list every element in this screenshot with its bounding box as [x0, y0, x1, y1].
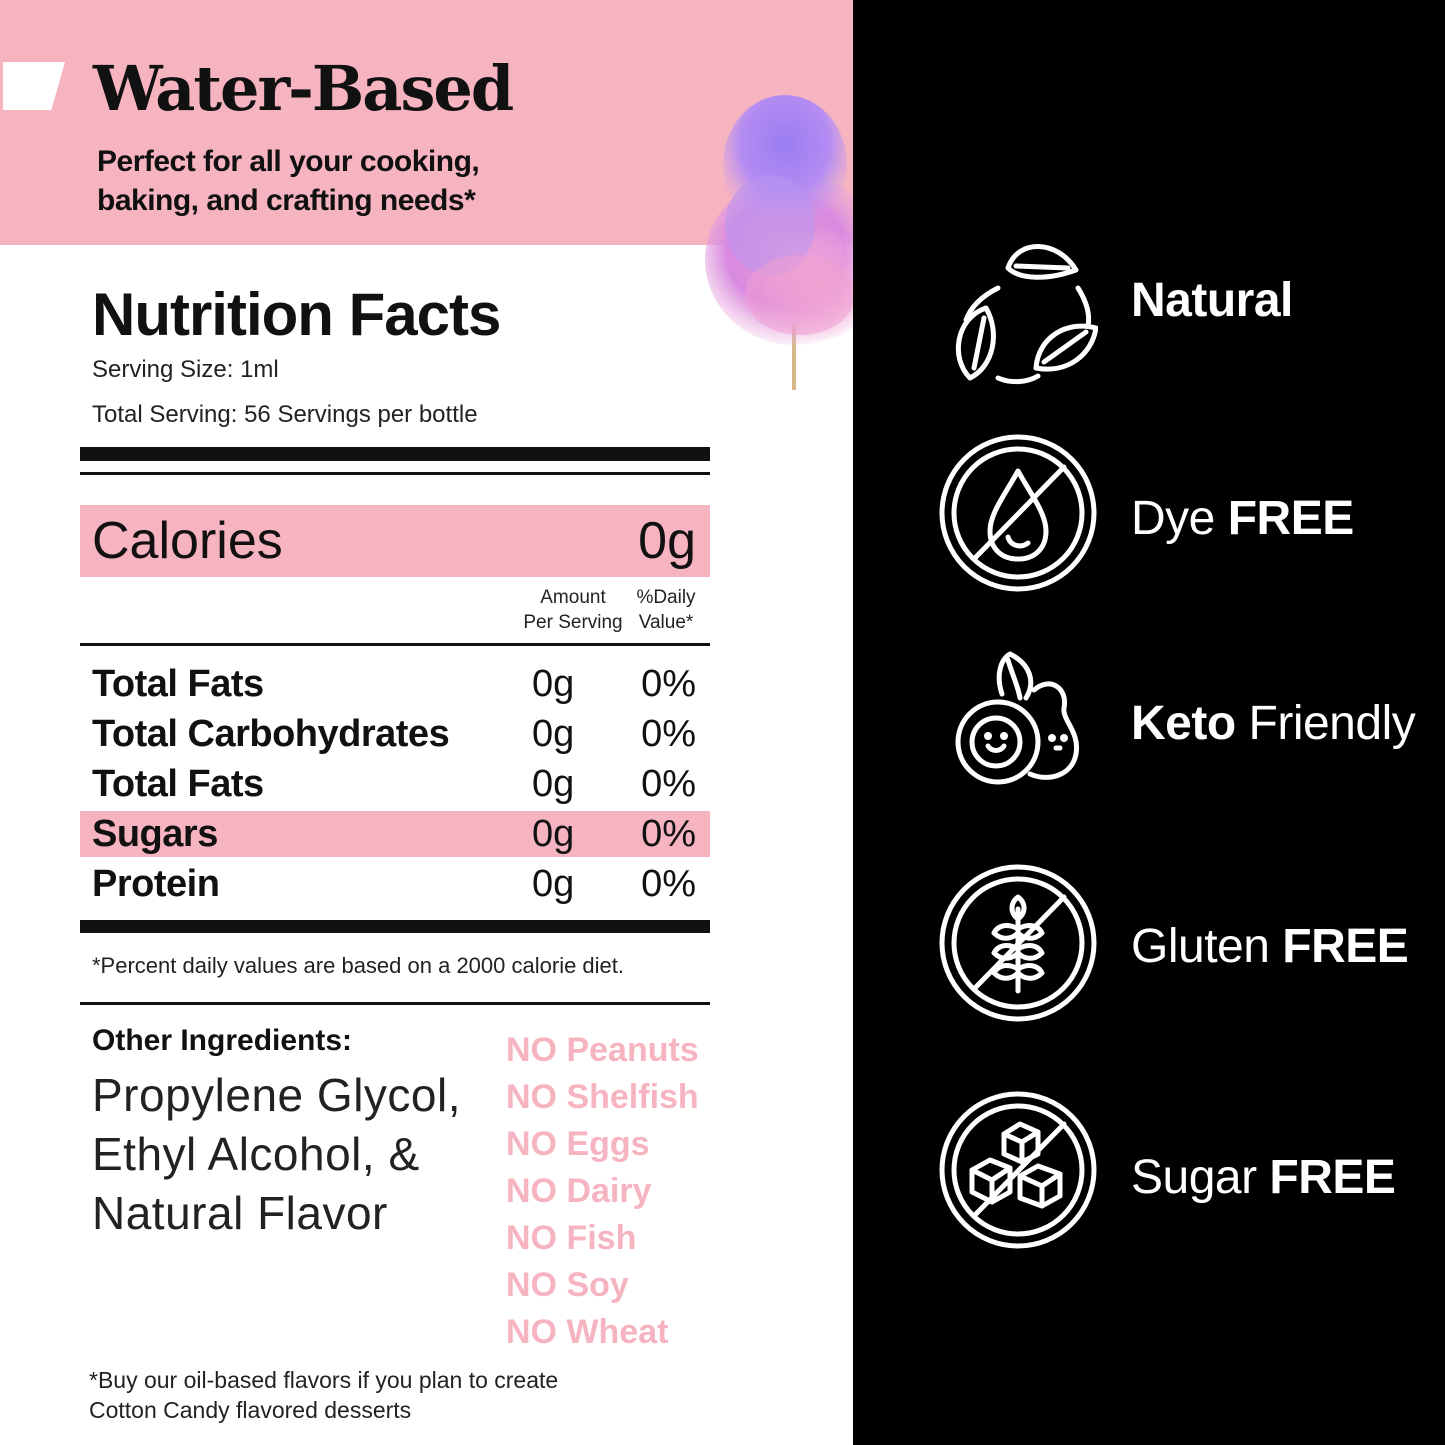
nutrient-name: Protein: [92, 863, 220, 905]
nutrient-amount: 0g: [532, 713, 575, 755]
other-ingredients-text: Propylene Glycol, Ethyl Alcohol, & Natur…: [92, 1066, 512, 1243]
nutrient-daily-value: 0%: [641, 813, 696, 855]
allergen-item: NO Soy: [506, 1266, 629, 1304]
allergen-item: NO Wheat: [506, 1313, 669, 1351]
badge-label: Sugar FREE: [1131, 1150, 1396, 1205]
badge-label-pre: Dye: [1131, 492, 1228, 545]
serving-size: Serving Size: 1ml: [92, 356, 279, 383]
nutrient-daily-value: 0%: [641, 713, 696, 755]
nutrient-row: Protein 0g 0%: [80, 861, 710, 907]
badge-label: Keto Friendly: [1131, 696, 1416, 751]
no-dye-drop-icon: [939, 434, 1097, 592]
product-type-title: Water-Based: [93, 52, 514, 125]
thick-divider: [80, 447, 710, 461]
amount-column-header: Amount Per Serving: [520, 585, 626, 635]
note-line: *Buy our oil-based flavors if you plan t…: [89, 1367, 559, 1393]
badge-label-post: Friendly: [1235, 697, 1416, 750]
allergen-item: NO Dairy: [506, 1172, 652, 1210]
nutrient-daily-value: 0%: [641, 863, 696, 905]
allergen-item: NO Shelfish: [506, 1078, 699, 1116]
thick-divider: [80, 920, 710, 933]
no-gluten-wheat-icon: [939, 864, 1097, 1022]
no-sugar-cubes-icon: [939, 1091, 1097, 1249]
badge-label: Gluten FREE: [1131, 919, 1409, 974]
banner-subtitle-line: baking, and crafting needs*: [97, 184, 476, 217]
nutrient-name: Total Fats: [92, 663, 264, 705]
nutrient-daily-value: 0%: [641, 763, 696, 805]
nutrient-row: Total Fats 0g 0%: [80, 761, 710, 807]
other-ingredients-label: Other Ingredients:: [92, 1024, 353, 1057]
column-header-line: Amount: [540, 587, 606, 608]
badge-natural: Natural: [853, 228, 1445, 398]
badge-keto-friendly: Keto Friendly: [853, 646, 1445, 816]
ingredient-line: Propylene Glycol,: [92, 1069, 461, 1121]
features-panel: Natural Dye FREE: [853, 0, 1445, 1445]
nutrient-amount: 0g: [532, 663, 575, 705]
nutrition-panel: Water-Based Perfect for all your cooking…: [0, 0, 885, 1425]
nutrient-row-highlighted: Sugars 0g 0%: [80, 811, 710, 857]
nutrient-name: Total Carbohydrates: [92, 713, 450, 755]
nutrient-name: Sugars: [92, 813, 218, 855]
badge-label-bold: FREE: [1282, 920, 1409, 973]
badge-label: Dye FREE: [1131, 491, 1354, 546]
badge-label-bold: FREE: [1227, 492, 1355, 545]
nutrient-amount: 0g: [532, 763, 575, 805]
divider: [80, 643, 710, 646]
leaves-cycle-icon: [955, 244, 1098, 385]
badge-label-bold: FREE: [1269, 1151, 1396, 1204]
banner-tab-decoration: [3, 62, 65, 110]
badge-sugar-free: Sugar FREE: [853, 1090, 1445, 1260]
note-line: Cotton Candy flavored desserts: [89, 1397, 412, 1423]
column-header-line: Per Serving: [523, 612, 623, 633]
badge-label-pre: Gluten: [1131, 920, 1283, 973]
nutrient-amount: 0g: [532, 863, 575, 905]
nutrient-row: Total Fats 0g 0%: [80, 661, 710, 707]
badge-label-bold: Keto: [1131, 697, 1236, 750]
oil-based-note: *Buy our oil-based flavors if you plan t…: [89, 1365, 558, 1425]
daily-value-footnote: *Percent daily values are based on a 200…: [92, 953, 625, 978]
cotton-candy-image: [705, 95, 885, 390]
column-header-line: Value*: [638, 612, 694, 633]
allergen-list: NO Peanuts NO Shelfish NO Eggs NO Dairy …: [506, 1027, 699, 1356]
allergen-item: NO Eggs: [506, 1125, 650, 1163]
nutrient-daily-value: 0%: [641, 663, 696, 705]
ingredient-line: Ethyl Alcohol, &: [92, 1128, 420, 1180]
calories-row: Calories 0g: [80, 505, 710, 577]
ingredient-line: Natural Flavor: [92, 1187, 388, 1239]
banner-subtitle-line: Perfect for all your cooking,: [97, 145, 480, 178]
badge-label-pre: Sugar: [1131, 1151, 1270, 1204]
badge-dye-free: Dye FREE: [853, 433, 1445, 603]
header-banner: Water-Based Perfect for all your cooking…: [0, 0, 853, 245]
calories-label: Calories: [92, 512, 283, 570]
daily-value-column-header: %Daily Value*: [630, 585, 702, 635]
allergen-item: NO Peanuts: [506, 1031, 699, 1069]
badge-label-bold: Natural: [1131, 274, 1293, 327]
badge-label: Natural: [1131, 273, 1293, 328]
badge-gluten-free: Gluten FREE: [853, 863, 1445, 1033]
nutrient-row: Total Carbohydrates 0g 0%: [80, 711, 710, 757]
nutrient-amount: 0g: [532, 813, 575, 855]
total-serving: Total Serving: 56 Servings per bottle: [92, 401, 478, 428]
divider: [80, 472, 710, 475]
nutrition-facts-title: Nutrition Facts: [92, 281, 501, 348]
avocado-icon: [955, 651, 1080, 785]
banner-subtitle: Perfect for all your cooking, baking, an…: [97, 142, 577, 220]
allergen-item: NO Fish: [506, 1219, 637, 1257]
divider: [80, 1002, 710, 1005]
calories-value: 0g: [638, 512, 696, 570]
column-header-line: %Daily: [636, 587, 696, 608]
nutrient-name: Total Fats: [92, 763, 264, 805]
